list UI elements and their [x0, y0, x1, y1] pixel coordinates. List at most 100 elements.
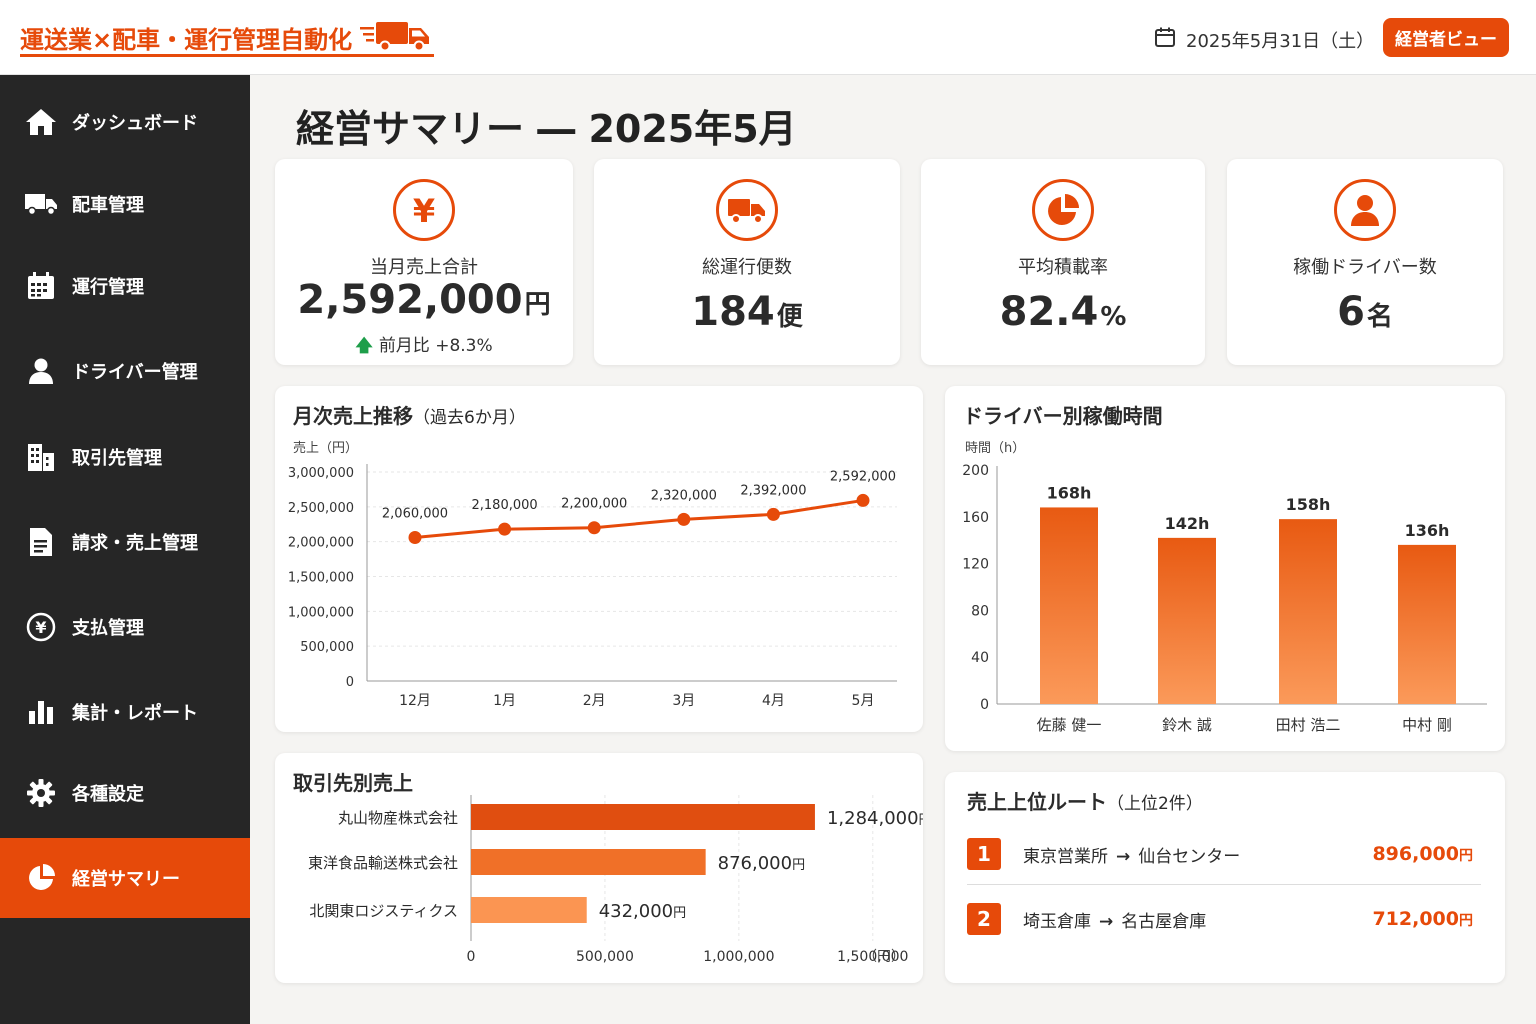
app-header: 運送業×配車・運行管理自動化 2025年5月31日（土） 経営者ビュー: [0, 0, 1536, 75]
kpi-label: 総運行便数: [702, 257, 792, 278]
data-label: 158h: [1286, 495, 1331, 514]
y-tick-label: 500,000: [300, 640, 354, 655]
sidebar-item-operations[interactable]: 運行管理: [0, 246, 250, 326]
x-tick-label: 5月: [852, 693, 875, 709]
building-icon: [24, 440, 58, 474]
monthly-sales-line-chart: 売上（円） 3,000,000 2,500,000 2,000,000 1,500,0…: [288, 440, 897, 709]
kpi-value: 2,592,000円: [297, 277, 551, 323]
x-tick-label: 500,000: [576, 949, 634, 965]
data-point: [408, 530, 422, 544]
data-label: 2,392,000: [740, 483, 806, 498]
kpi-value: 82.4%: [999, 289, 1127, 335]
executive-view-button[interactable]: 経営者ビュー: [1383, 18, 1509, 57]
sidebar-item-reports[interactable]: 集計・レポート: [0, 672, 250, 752]
bar: [471, 897, 587, 923]
bar: [1158, 537, 1216, 704]
data-label: 2,200,000: [561, 497, 627, 512]
rank-badge: 1: [967, 838, 1001, 870]
sidebar-item-dispatch[interactable]: 配車管理: [0, 164, 250, 244]
sidebar-item-billing[interactable]: 請求・売上管理: [0, 502, 250, 582]
data-label: 142h: [1165, 514, 1210, 533]
truck-icon: [716, 179, 778, 241]
card-title: 月次売上推移（過去6か月）: [293, 404, 526, 428]
app-logo[interactable]: 運送業×配車・運行管理自動化: [20, 18, 434, 57]
route-path: 埼玉倉庫 → 名古屋倉庫: [1023, 911, 1207, 932]
y-tick-label: 1,000,000: [288, 605, 354, 620]
sidebar-item-label: 配車管理: [72, 195, 144, 216]
logo-underline: [20, 54, 434, 57]
sidebar-item-label: 集計・レポート: [72, 703, 198, 724]
sidebar-item-label: ドライバー管理: [72, 362, 198, 383]
y-tick-label: 0: [346, 675, 354, 690]
data-label: 2,592,000: [830, 469, 896, 484]
sidebar-item-label: 取引先管理: [72, 448, 162, 469]
x-axis-unit-label: （円）: [863, 949, 905, 965]
arrow-up-icon: 🡅: [355, 336, 373, 356]
driver-hours-card: ドライバー別稼働時間 時間（h） 200 160 120 80 40 0 168h 佐藤 健一…: [945, 386, 1505, 751]
kpi-card-sales: ¥ 当月売上合計 2,592,000円 🡅 前月比 +8.3%: [275, 159, 573, 365]
truck-logo-icon: [360, 18, 432, 56]
y-tick-label: 2,500,000: [288, 501, 354, 516]
x-tick-label: 1月: [493, 693, 516, 709]
arrow-right-icon: →: [1099, 911, 1114, 932]
x-tick-label: 4月: [762, 693, 785, 709]
bar: [471, 804, 815, 830]
x-tick-label: 12月: [399, 693, 431, 709]
data-point: [677, 512, 691, 526]
kpi-change: 🡅 前月比 +8.3%: [355, 336, 493, 356]
top-routes-card: 売上上位ルート（上位2件） 1 東京営業所 → 仙台センター 896,000円 2 …: [945, 772, 1505, 983]
y-tick-label: 北関東ロジスティクス: [309, 902, 458, 920]
sidebar-item-executive-summary[interactable]: 経営サマリー: [0, 838, 250, 918]
y-tick-label: 160: [962, 510, 989, 526]
rank-badge: 2: [967, 903, 1001, 935]
x-tick-label: 佐藤 健一: [1037, 716, 1102, 734]
calendar-icon: [1154, 26, 1176, 53]
route-item[interactable]: 2 埼玉倉庫 → 名古屋倉庫 712,000円: [967, 888, 1481, 950]
bar: [1398, 544, 1456, 704]
y-tick-label: 120: [962, 557, 989, 573]
sidebar-item-dashboard[interactable]: ダッシュボード: [0, 82, 250, 162]
data-point: [856, 493, 870, 507]
kpi-card-drivers: 稼働ドライバー数 6名: [1227, 159, 1503, 365]
arrow-right-icon: →: [1116, 846, 1131, 867]
yen-icon: ¥: [393, 179, 455, 241]
sidebar-item-label: 請求・売上管理: [72, 533, 198, 554]
x-tick-label: 1,500,000: [837, 949, 908, 965]
bar: [1279, 519, 1337, 704]
route-item[interactable]: 1 東京営業所 → 仙台センター 896,000円: [967, 823, 1481, 885]
current-date: 2025年5月31日（土）: [1186, 30, 1375, 52]
kpi-label: 平均積載率: [1018, 257, 1108, 278]
x-tick-label: 0: [467, 949, 476, 965]
person-icon: [1334, 179, 1396, 241]
pie-chart-icon: [1032, 179, 1094, 241]
sidebar-item-settings[interactable]: 各種設定: [0, 753, 250, 833]
bar: [1040, 507, 1098, 704]
client-sales-bar-chart: （円） 0 500,000 1,000,000 1,500,000 丸山物産株式会社 1,…: [308, 795, 923, 965]
svg-text:¥: ¥: [35, 618, 46, 637]
sidebar-item-clients[interactable]: 取引先管理: [0, 417, 250, 497]
bar-chart-icon: [24, 695, 58, 729]
data-label: 876,000円: [718, 853, 805, 874]
data-point: [498, 522, 512, 536]
card-title: ドライバー別稼働時間: [963, 404, 1163, 428]
data-label: 432,000円: [599, 901, 686, 922]
y-tick-label: 3,000,000: [288, 466, 354, 481]
data-point: [766, 507, 780, 521]
calendar-icon: [24, 269, 58, 303]
kpi-card-trips: 総運行便数 184便: [594, 159, 900, 365]
truck-icon: [24, 187, 58, 221]
kpi-value: 184便: [691, 289, 803, 335]
data-label: 136h: [1405, 521, 1450, 540]
y-tick-label: 2,000,000: [288, 536, 354, 551]
monthly-sales-card: 月次売上推移（過去6か月） 売上（円） 3,000,000 2,500,000 2,…: [275, 386, 923, 732]
sidebar: ダッシュボード 配車管理 運行管理 ドライバー管理 取引先管理 請求・売上管理 …: [0, 75, 250, 1024]
x-tick-label: 1,000,000: [703, 949, 774, 965]
x-tick-label: 鈴木 誠: [1162, 716, 1212, 734]
yen-coin-icon: ¥: [24, 610, 58, 644]
route-amount: 896,000円: [1372, 843, 1473, 865]
client-sales-card: 取引先別売上 （円） 0 500,000 1,000,000 1,500,000 丸山物…: [275, 753, 923, 983]
card-title: 売上上位ルート（上位2件）: [967, 790, 1203, 814]
sidebar-item-label: 各種設定: [72, 784, 144, 805]
sidebar-item-drivers[interactable]: ドライバー管理: [0, 331, 250, 411]
sidebar-item-payments[interactable]: ¥ 支払管理: [0, 587, 250, 667]
